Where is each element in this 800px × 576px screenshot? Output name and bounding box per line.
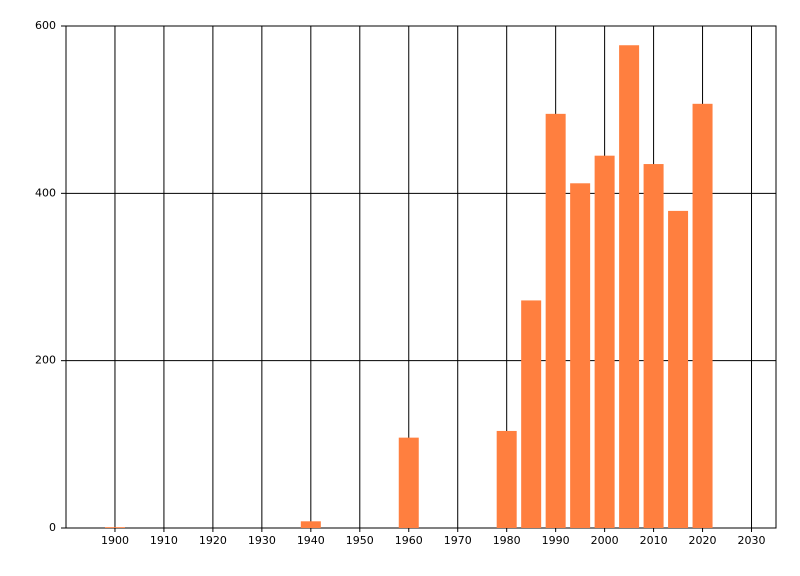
- y-tick-label: 0: [49, 521, 56, 534]
- bar: [496, 430, 517, 528]
- x-tick-label: 2030: [738, 534, 766, 547]
- y-tick-label: 600: [35, 19, 56, 32]
- x-tick-label: 1930: [248, 534, 276, 547]
- x-tick-label: 2000: [591, 534, 619, 547]
- x-tick-label: 1950: [346, 534, 374, 547]
- x-tick-label: 1910: [150, 534, 178, 547]
- y-tick-label: 200: [35, 354, 56, 367]
- bar: [398, 437, 419, 528]
- x-tick-label: 1920: [199, 534, 227, 547]
- bar: [619, 45, 640, 528]
- bar: [668, 210, 689, 529]
- bar: [692, 103, 713, 528]
- x-tick-label: 1990: [542, 534, 570, 547]
- bar: [594, 155, 615, 528]
- y-tick-label: 400: [35, 186, 56, 199]
- bar: [643, 164, 664, 529]
- x-tick-label: 2010: [640, 534, 668, 547]
- bar: [521, 300, 542, 528]
- x-tick-label: 1940: [297, 534, 325, 547]
- x-tick-label: 1970: [444, 534, 472, 547]
- bar: [570, 183, 591, 528]
- bar: [545, 113, 566, 528]
- x-tick-label: 1980: [493, 534, 521, 547]
- x-tick-label: 1900: [101, 534, 129, 547]
- x-tick-label: 2020: [689, 534, 717, 547]
- bar: [104, 527, 125, 528]
- bar: [300, 521, 321, 528]
- x-tick-label: 1960: [395, 534, 423, 547]
